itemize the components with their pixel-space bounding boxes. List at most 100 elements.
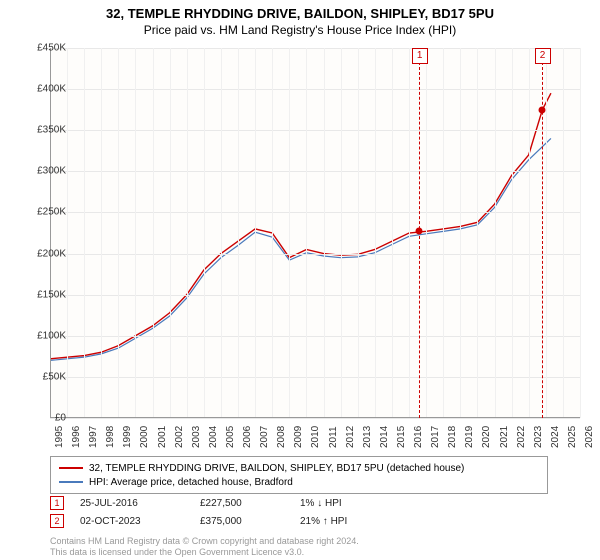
gridline-h	[50, 254, 580, 255]
x-axis-tick: 2008	[276, 426, 287, 448]
x-axis-tick: 2025	[567, 426, 578, 448]
sale-marker-box: 2	[535, 48, 551, 64]
x-axis-tick: 2003	[191, 426, 202, 448]
x-axis-tick: 2026	[584, 426, 595, 448]
sale-marker-mini: 1	[50, 496, 64, 510]
y-axis-tick: £450K	[26, 43, 66, 54]
legend-label: HPI: Average price, detached house, Brad…	[89, 477, 293, 488]
sale-marker-box: 1	[412, 48, 428, 64]
gridline-v	[170, 48, 171, 418]
sales-row: 2 02-OCT-2023£375,00021% ↑ HPI	[50, 512, 400, 530]
chart-title: 32, TEMPLE RHYDDING DRIVE, BAILDON, SHIP…	[0, 0, 600, 21]
x-axis-tick: 2022	[516, 426, 527, 448]
gridline-v	[255, 48, 256, 418]
chart-lines	[50, 48, 580, 418]
sale-dot	[538, 106, 545, 113]
series-property	[50, 93, 551, 359]
x-axis-tick: 2006	[242, 426, 253, 448]
gridline-v	[392, 48, 393, 418]
sale-marker-mini: 2	[50, 514, 64, 528]
gridline-v	[187, 48, 188, 418]
x-axis-tick: 2013	[362, 426, 373, 448]
gridline-v	[101, 48, 102, 418]
gridline-v	[306, 48, 307, 418]
x-axis-tick: 2004	[208, 426, 219, 448]
gridline-v	[409, 48, 410, 418]
y-axis-tick: £150K	[26, 289, 66, 300]
gridline-v	[289, 48, 290, 418]
x-axis-tick: 2019	[464, 426, 475, 448]
sale-marker-line	[542, 62, 543, 418]
x-axis-tick: 2002	[174, 426, 185, 448]
gridline-h	[50, 336, 580, 337]
gridline-v	[324, 48, 325, 418]
gridline-v	[426, 48, 427, 418]
x-axis-tick: 2009	[293, 426, 304, 448]
y-axis-tick: £350K	[26, 125, 66, 136]
x-axis-tick: 2024	[550, 426, 561, 448]
x-axis-tick: 2020	[481, 426, 492, 448]
y-axis-tick: £200K	[26, 248, 66, 259]
chart-plot-area: 12	[50, 48, 580, 418]
x-axis-tick: 2012	[345, 426, 356, 448]
y-axis-tick: £300K	[26, 166, 66, 177]
y-axis-tick: £50K	[26, 371, 66, 382]
x-axis-tick: 2000	[139, 426, 150, 448]
footer-line-1: Contains HM Land Registry data © Crown c…	[50, 536, 359, 547]
gridline-v	[358, 48, 359, 418]
x-axis-tick: 2017	[430, 426, 441, 448]
sale-date: 25-JUL-2016	[80, 498, 200, 509]
x-axis-tick: 2011	[328, 426, 339, 448]
x-axis-tick: 2014	[379, 426, 390, 448]
y-axis-tick: £100K	[26, 330, 66, 341]
sales-row: 1 25-JUL-2016£227,5001% ↓ HPI	[50, 494, 400, 512]
gridline-h	[50, 295, 580, 296]
gridline-v	[221, 48, 222, 418]
x-axis-tick: 2007	[259, 426, 270, 448]
gridline-h	[50, 48, 580, 49]
gridline-v	[375, 48, 376, 418]
x-axis-tick: 1997	[88, 426, 99, 448]
footer-line-2: This data is licensed under the Open Gov…	[50, 547, 359, 558]
sale-pct: 1% ↓ HPI	[300, 498, 400, 509]
gridline-h	[50, 212, 580, 213]
chart-container: 32, TEMPLE RHYDDING DRIVE, BAILDON, SHIP…	[0, 0, 600, 560]
y-axis-tick: £250K	[26, 207, 66, 218]
footer-attribution: Contains HM Land Registry data © Crown c…	[50, 536, 359, 558]
x-axis-tick: 1999	[122, 426, 133, 448]
gridline-v	[135, 48, 136, 418]
gridline-v	[153, 48, 154, 418]
legend-swatch	[59, 481, 83, 483]
gridline-v	[443, 48, 444, 418]
gridline-v	[84, 48, 85, 418]
y-axis-tick: £400K	[26, 84, 66, 95]
gridline-h	[50, 171, 580, 172]
gridline-v	[477, 48, 478, 418]
gridline-v	[563, 48, 564, 418]
x-axis-tick: 1995	[54, 426, 65, 448]
gridline-v	[204, 48, 205, 418]
legend-item: 32, TEMPLE RHYDDING DRIVE, BAILDON, SHIP…	[59, 461, 539, 475]
gridline-v	[495, 48, 496, 418]
gridline-v	[272, 48, 273, 418]
x-axis-tick: 1998	[105, 426, 116, 448]
x-axis-tick: 2015	[396, 426, 407, 448]
gridline-h	[50, 418, 580, 419]
chart-subtitle: Price paid vs. HM Land Registry's House …	[0, 23, 600, 37]
legend-item: HPI: Average price, detached house, Brad…	[59, 475, 539, 489]
x-axis-tick: 2010	[310, 426, 321, 448]
x-axis-tick: 2005	[225, 426, 236, 448]
gridline-v	[238, 48, 239, 418]
gridline-v	[341, 48, 342, 418]
sale-pct: 21% ↑ HPI	[300, 516, 400, 527]
sale-date: 02-OCT-2023	[80, 516, 200, 527]
x-axis-tick: 2001	[157, 426, 168, 448]
legend-box: 32, TEMPLE RHYDDING DRIVE, BAILDON, SHIP…	[50, 456, 548, 494]
x-axis-tick: 2023	[533, 426, 544, 448]
gridline-v	[529, 48, 530, 418]
gridline-v	[67, 48, 68, 418]
x-axis-tick: 2021	[499, 426, 510, 448]
sale-price: £227,500	[200, 498, 300, 509]
sale-price: £375,000	[200, 516, 300, 527]
x-axis-tick: 2016	[413, 426, 424, 448]
